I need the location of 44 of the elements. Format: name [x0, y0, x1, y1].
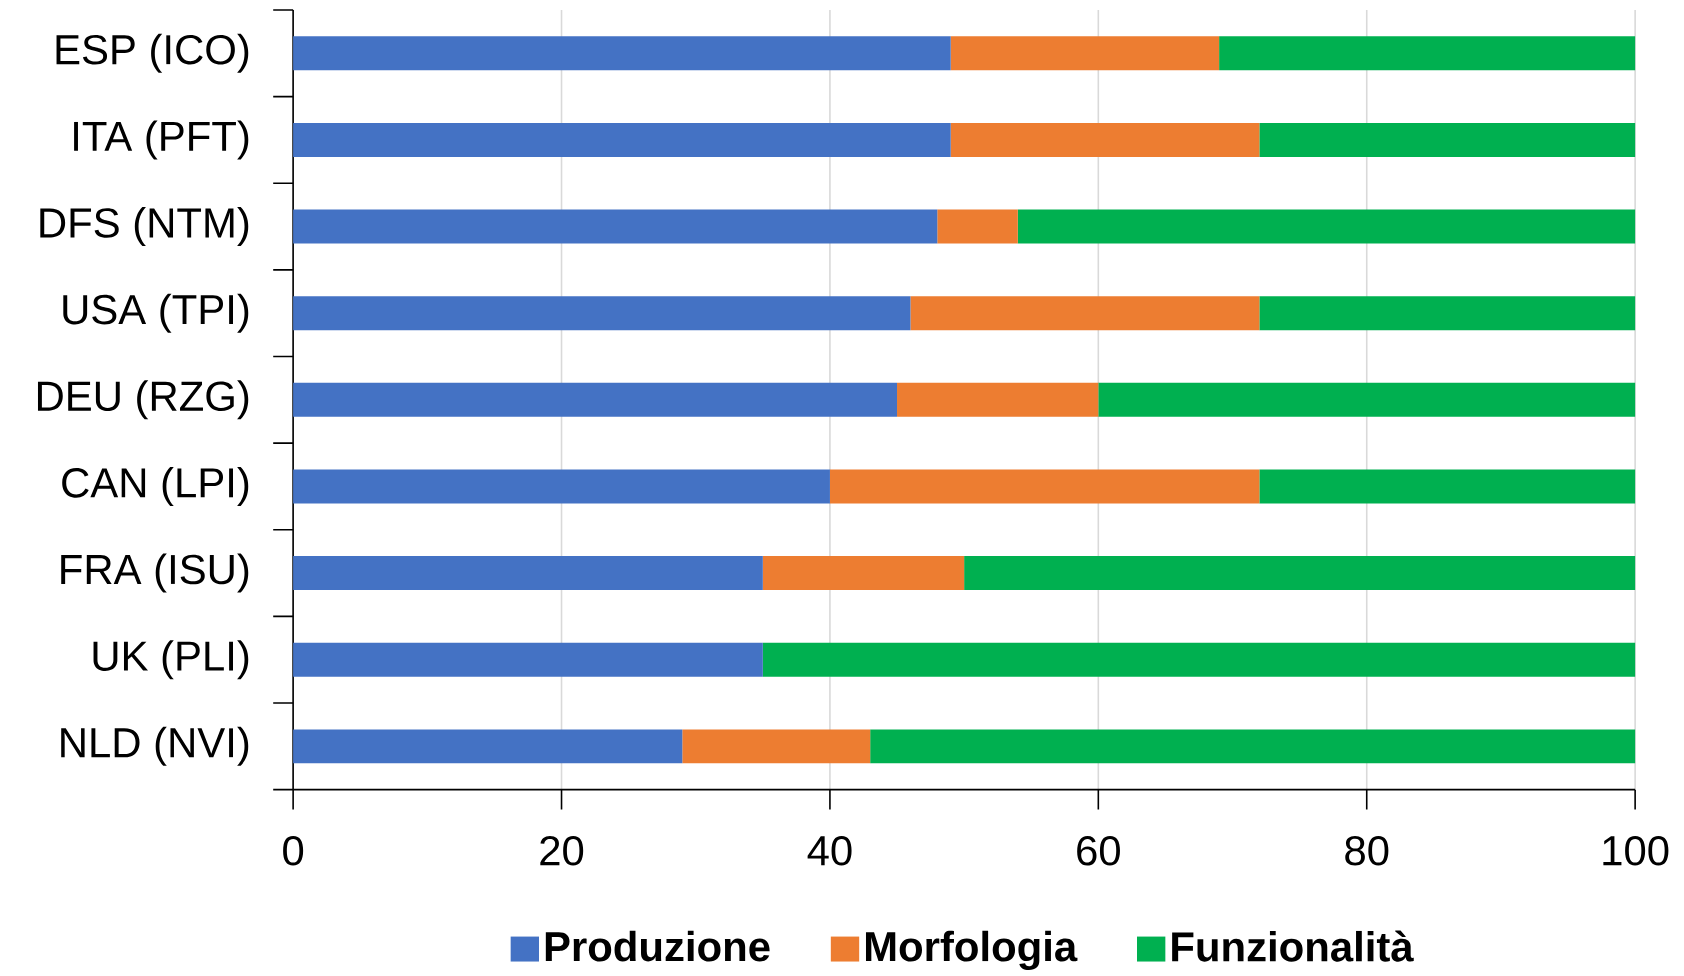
y-tick-label: UK (PLI) — [93, 640, 249, 680]
bar — [293, 36, 951, 71]
bar — [762, 556, 965, 591]
y-tick-label: FRA (ISU) — [61, 553, 249, 593]
y-tick-label: DEU (RZG) — [37, 380, 249, 420]
bar — [1017, 209, 1636, 244]
bar — [293, 123, 951, 158]
bar — [293, 209, 938, 244]
bar — [293, 296, 911, 331]
legend-label: Morfologia — [865, 930, 1078, 971]
legend-label: Produzione — [545, 930, 770, 962]
bar — [762, 642, 1636, 677]
bar — [293, 729, 683, 764]
y-tick-label: NLD (NVI) — [61, 727, 249, 767]
bar — [870, 729, 1636, 764]
x-tick-label: 0 — [283, 836, 304, 866]
bar — [910, 296, 1260, 331]
bar — [950, 36, 1220, 71]
bar — [964, 556, 1636, 591]
y-tick-label: ESP (ICO) — [56, 34, 249, 74]
bar — [1219, 36, 1636, 71]
bar — [293, 383, 898, 417]
x-tick-label: 40 — [807, 836, 852, 866]
x-tick-label: 100 — [1603, 836, 1669, 866]
bar — [293, 556, 763, 591]
bar — [937, 209, 1018, 244]
bar — [293, 469, 830, 504]
y-tick-label: CAN (LPI) — [62, 467, 249, 507]
bar — [829, 469, 1260, 504]
x-tick-label: 20 — [540, 836, 584, 866]
x-tick-label: 80 — [1345, 836, 1389, 866]
legend-label: Funzionalità — [1172, 930, 1414, 962]
bar — [293, 642, 763, 677]
bar — [1098, 383, 1636, 417]
bar — [1259, 296, 1636, 331]
bar — [950, 123, 1260, 158]
x-tick-label: 60 — [1077, 836, 1120, 866]
y-tick-label: DFS (NTM) — [40, 207, 249, 247]
bar — [1259, 469, 1636, 504]
bar — [682, 729, 871, 764]
y-tick-label: USA (TPI) — [63, 293, 249, 333]
bar — [1259, 123, 1636, 158]
y-tick-label: ITA (PFT) — [74, 120, 249, 160]
bar — [897, 383, 1099, 417]
